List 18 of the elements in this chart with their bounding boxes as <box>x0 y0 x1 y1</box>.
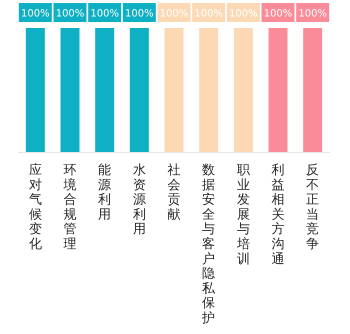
data-label: 100% <box>125 8 154 20</box>
x-tick-label: 环境合规管理 <box>62 163 76 252</box>
x-tick-label: 水资源利用 <box>132 163 146 238</box>
x-tick-label: 利益相关方沟通 <box>272 163 284 267</box>
data-label: 100% <box>160 8 188 20</box>
x-tick-label: 职业发展与培训 <box>236 163 250 267</box>
data-label: 100% <box>229 8 258 20</box>
x-tick-label: 社会贡献 <box>168 163 180 222</box>
data-label: 100% <box>21 8 50 20</box>
x-tick-label: 反不正当竞争 <box>306 163 320 252</box>
category-label: 数据安全与客户隐私保护 <box>202 163 216 326</box>
data-label: 100% <box>90 8 119 20</box>
x-tick-label: 能源利用 <box>98 163 112 222</box>
x-tick-label: 应对气候变化 <box>28 162 42 252</box>
data-label: 100% <box>56 8 84 20</box>
data-label: 100% <box>264 8 292 20</box>
data-label: 100% <box>194 8 223 20</box>
data-label: 100% <box>298 8 327 20</box>
